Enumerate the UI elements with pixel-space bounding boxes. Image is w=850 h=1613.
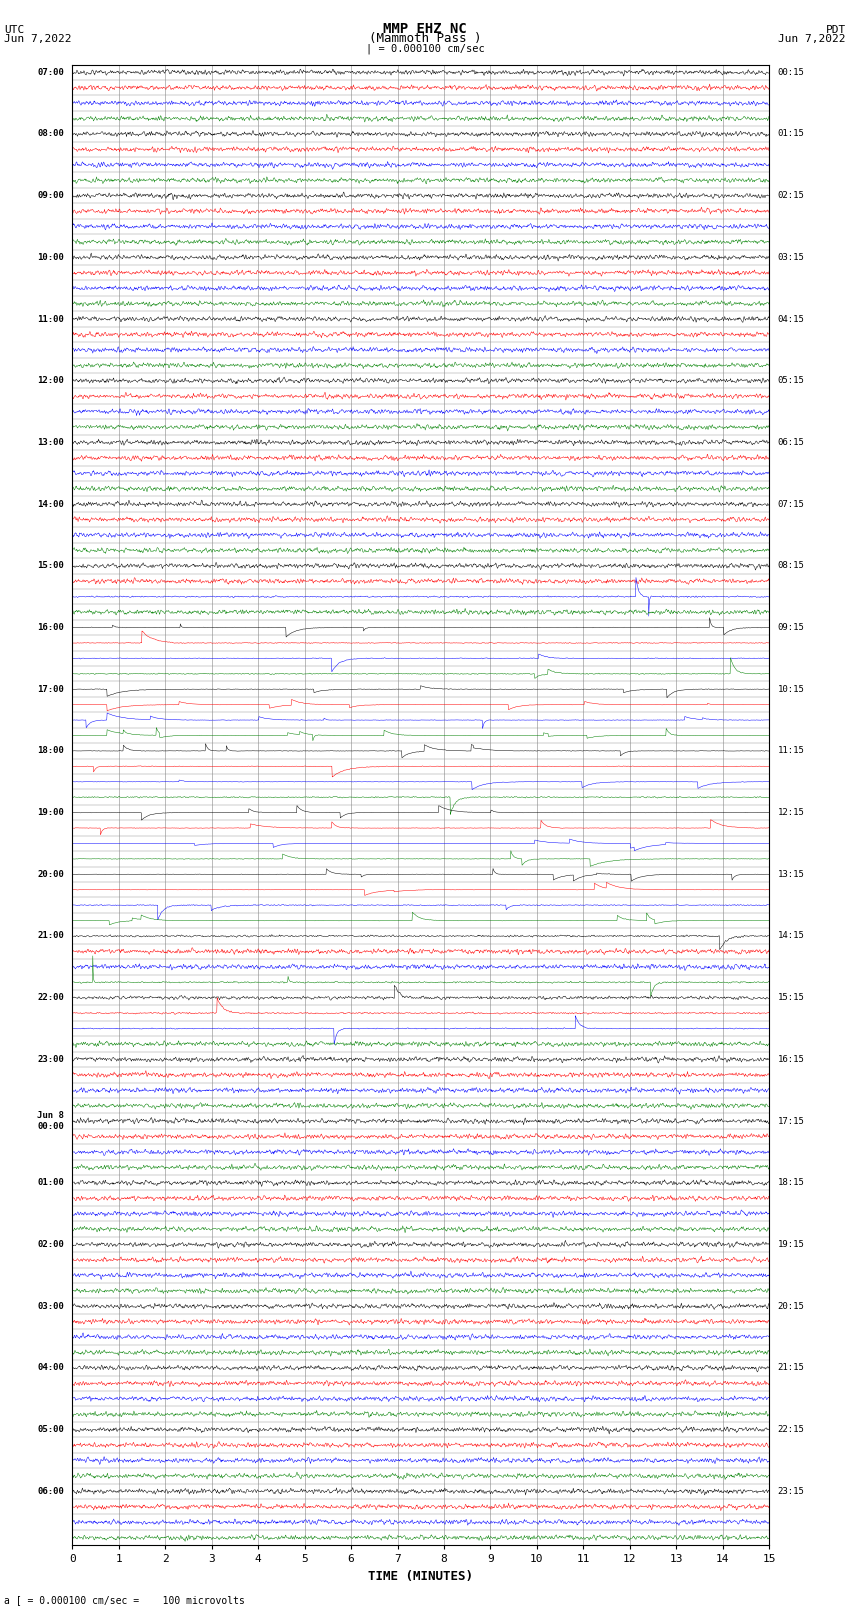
Text: a [ = 0.000100 cm/sec =    100 microvolts: a [ = 0.000100 cm/sec = 100 microvolts: [4, 1595, 245, 1605]
Text: 10:00: 10:00: [37, 253, 64, 261]
Text: 22:00: 22:00: [37, 994, 64, 1002]
Text: 17:15: 17:15: [778, 1116, 804, 1126]
Text: 12:00: 12:00: [37, 376, 64, 386]
Text: 15:15: 15:15: [778, 994, 804, 1002]
Text: 09:15: 09:15: [778, 623, 804, 632]
Text: 16:15: 16:15: [778, 1055, 804, 1065]
Text: PDT: PDT: [825, 24, 846, 35]
Text: Jun 8
00:00: Jun 8 00:00: [37, 1111, 64, 1131]
Text: 13:00: 13:00: [37, 437, 64, 447]
Text: 00:15: 00:15: [778, 68, 804, 77]
Text: UTC: UTC: [4, 24, 25, 35]
Text: 08:00: 08:00: [37, 129, 64, 139]
Text: 18:15: 18:15: [778, 1177, 804, 1187]
Text: 01:15: 01:15: [778, 129, 804, 139]
Text: 06:15: 06:15: [778, 437, 804, 447]
Text: 20:00: 20:00: [37, 869, 64, 879]
Text: 05:15: 05:15: [778, 376, 804, 386]
Text: MMP EHZ NC: MMP EHZ NC: [383, 23, 467, 37]
Text: 22:15: 22:15: [778, 1424, 804, 1434]
Text: Jun 7,2022: Jun 7,2022: [779, 34, 846, 44]
Text: 02:00: 02:00: [37, 1240, 64, 1248]
Text: Jun 7,2022: Jun 7,2022: [4, 34, 71, 44]
Text: 07:00: 07:00: [37, 68, 64, 77]
Text: 23:15: 23:15: [778, 1487, 804, 1495]
Text: 08:15: 08:15: [778, 561, 804, 571]
Text: 14:15: 14:15: [778, 931, 804, 940]
Text: 21:00: 21:00: [37, 931, 64, 940]
Text: 03:15: 03:15: [778, 253, 804, 261]
Text: 05:00: 05:00: [37, 1424, 64, 1434]
Text: 07:15: 07:15: [778, 500, 804, 508]
Text: 02:15: 02:15: [778, 190, 804, 200]
Text: 06:00: 06:00: [37, 1487, 64, 1495]
X-axis label: TIME (MINUTES): TIME (MINUTES): [368, 1569, 473, 1582]
Text: 13:15: 13:15: [778, 869, 804, 879]
Text: 14:00: 14:00: [37, 500, 64, 508]
Text: 10:15: 10:15: [778, 684, 804, 694]
Text: 04:15: 04:15: [778, 315, 804, 324]
Text: 19:00: 19:00: [37, 808, 64, 818]
Text: 21:15: 21:15: [778, 1363, 804, 1373]
Text: 11:15: 11:15: [778, 747, 804, 755]
Text: 17:00: 17:00: [37, 684, 64, 694]
Text: | = 0.000100 cm/sec: | = 0.000100 cm/sec: [366, 44, 484, 53]
Text: 19:15: 19:15: [778, 1240, 804, 1248]
Text: 20:15: 20:15: [778, 1302, 804, 1311]
Text: 01:00: 01:00: [37, 1177, 64, 1187]
Text: 15:00: 15:00: [37, 561, 64, 571]
Text: 23:00: 23:00: [37, 1055, 64, 1065]
Text: (Mammoth Pass ): (Mammoth Pass ): [369, 32, 481, 45]
Text: 11:00: 11:00: [37, 315, 64, 324]
Text: 03:00: 03:00: [37, 1302, 64, 1311]
Text: 18:00: 18:00: [37, 747, 64, 755]
Text: 09:00: 09:00: [37, 190, 64, 200]
Text: 16:00: 16:00: [37, 623, 64, 632]
Text: 12:15: 12:15: [778, 808, 804, 818]
Text: 04:00: 04:00: [37, 1363, 64, 1373]
